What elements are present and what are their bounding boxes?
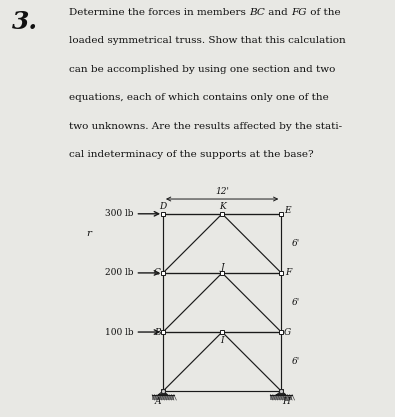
Text: BC: BC [249, 8, 265, 17]
Text: 100 lb: 100 lb [105, 327, 134, 337]
Text: and: and [265, 8, 291, 17]
Text: equations, each of which contains only one of the: equations, each of which contains only o… [69, 93, 329, 102]
Text: two unknowns. Are the results affected by the stati-: two unknowns. Are the results affected b… [69, 122, 342, 131]
Text: FG: FG [291, 8, 307, 17]
Text: 200 lb: 200 lb [105, 269, 134, 277]
Bar [271, 394, 292, 400]
Bar [152, 394, 174, 400]
Text: H: H [282, 397, 290, 407]
Text: 12': 12' [215, 187, 229, 196]
Text: 300 lb: 300 lb [105, 209, 134, 218]
Text: 6': 6' [292, 357, 300, 366]
Text: F: F [285, 269, 291, 277]
Text: G: G [284, 327, 291, 337]
Text: Determine the forces in members: Determine the forces in members [69, 8, 249, 17]
Text: 3.: 3. [12, 10, 38, 34]
Text: r: r [87, 229, 92, 238]
Text: 6': 6' [292, 298, 300, 307]
Text: D: D [160, 202, 167, 211]
Text: can be accomplished by using one section and two: can be accomplished by using one section… [69, 65, 335, 74]
Text: I: I [220, 337, 224, 345]
Text: J: J [220, 263, 224, 271]
Text: cal indeterminacy of the supports at the base?: cal indeterminacy of the supports at the… [69, 150, 314, 159]
Text: 6': 6' [292, 239, 300, 248]
Text: C: C [154, 269, 160, 277]
Text: A: A [155, 397, 161, 407]
Text: E: E [284, 206, 290, 215]
Text: loaded symmetrical truss. Show that this calculation: loaded symmetrical truss. Show that this… [69, 36, 346, 45]
Text: of the: of the [307, 8, 340, 17]
Text: K: K [219, 202, 226, 211]
Text: B: B [154, 327, 160, 337]
